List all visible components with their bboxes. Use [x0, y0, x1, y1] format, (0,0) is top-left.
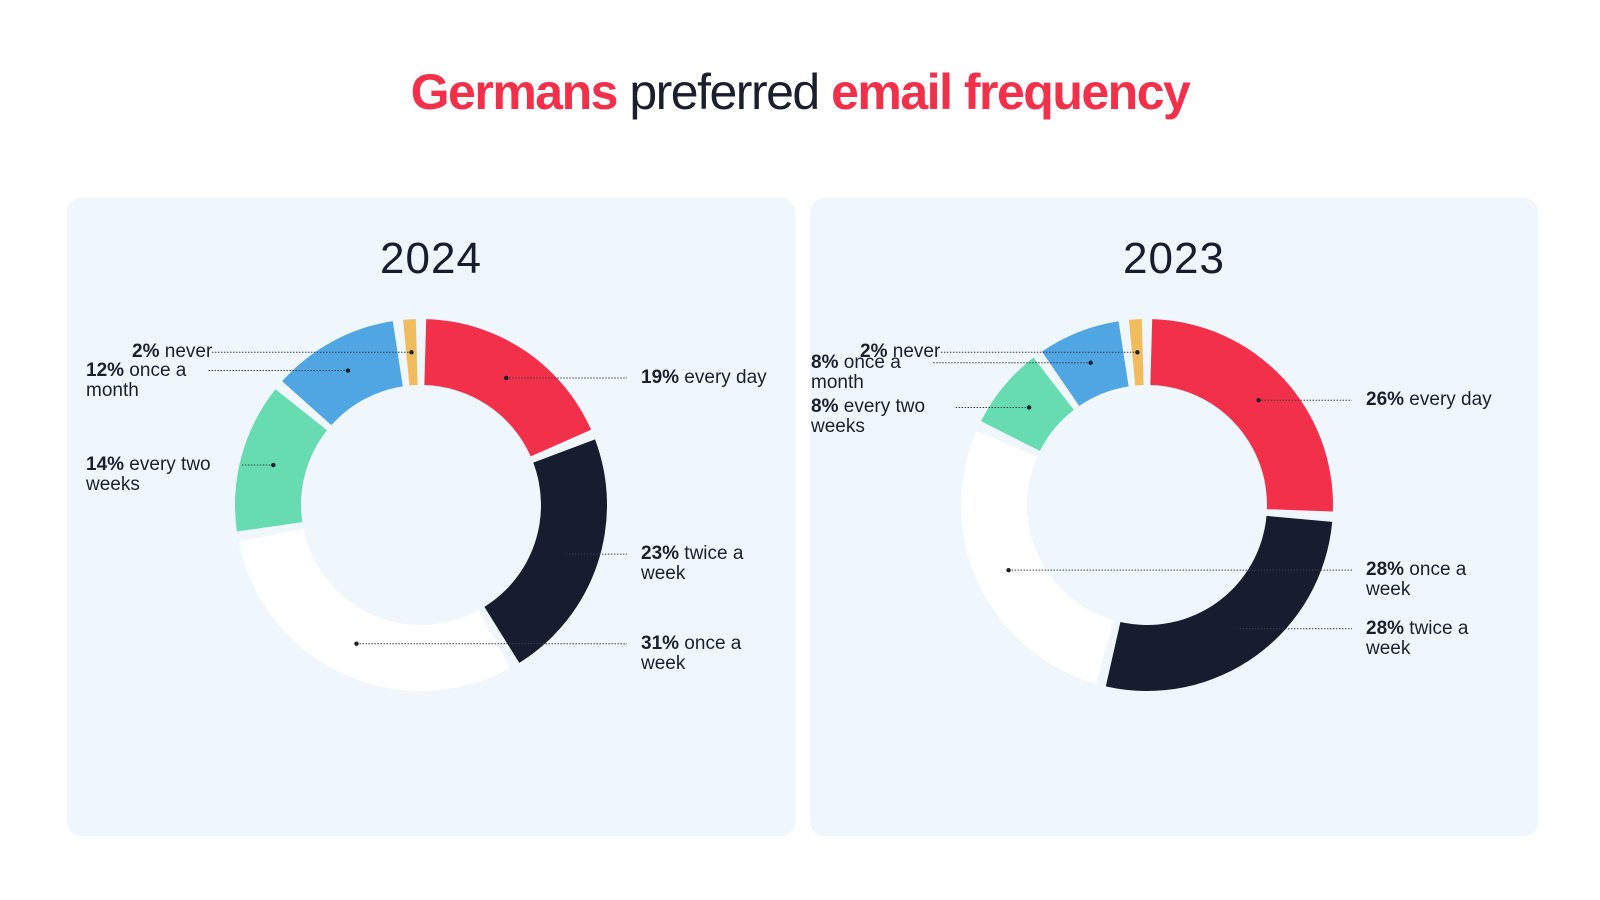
donut-slice-once-a-month [1041, 321, 1129, 406]
data-label-value: 8% [811, 351, 839, 373]
data-label-every-two-weeks: 8% every two weeks [811, 397, 951, 437]
data-label-every-day: 26% every day [1366, 390, 1506, 410]
donut-chart-2023 [933, 319, 1352, 691]
data-label-value: 12% [86, 359, 125, 381]
panel-2023: 2023 26% every day 28% twice a week 28% on… [810, 198, 1538, 836]
donut-chart-2024 [208, 319, 627, 691]
leader-dot-twice-a-week [563, 551, 569, 557]
data-label-never: 2% never [132, 342, 272, 362]
data-label-text: every day [679, 366, 767, 388]
data-label-twice-a-week: 28% twice a week [1366, 617, 1506, 659]
leader-dot-every-day [1256, 398, 1261, 403]
leader-dot-once-a-week [1006, 567, 1011, 573]
donut-slice-every-day [1150, 319, 1333, 512]
data-label-once-a-month: 12% once a month [86, 359, 226, 401]
data-label-text: twice a week [1366, 617, 1469, 659]
data-label-text: twice a week [641, 543, 744, 585]
chart-title: Germans preferred email frequency [0, 62, 1600, 122]
leader-dot-once-a-month [1088, 360, 1093, 365]
leader-dot-never [1135, 350, 1140, 355]
data-label-value: 14% [86, 454, 125, 476]
data-label-value: 31% [641, 632, 680, 654]
data-label-value: 26% [1366, 389, 1405, 411]
donut-slice-every-day [424, 319, 592, 457]
year-title-2023: 2023 [1123, 234, 1225, 283]
donut-slice-twice-a-week [484, 439, 607, 663]
data-label-text: every day [1404, 389, 1492, 411]
data-label-once-a-month: 8% once a month [811, 351, 951, 393]
data-label-value: 2% [860, 341, 888, 363]
data-label-text: every two weeks [811, 396, 926, 438]
data-label-text: never [159, 341, 213, 363]
data-label-never: 2% never [860, 342, 1000, 362]
data-label-text: every two weeks [86, 454, 211, 496]
data-label-value: 23% [641, 543, 680, 565]
data-label-value: 28% [1366, 617, 1405, 639]
donut-slice-twice-a-week [1105, 515, 1333, 691]
data-label-value: 2% [132, 341, 160, 363]
leader-dot-every-two-weeks [271, 462, 276, 468]
data-label-every-day: 19% every day [641, 366, 781, 388]
data-label-text: once a week [1366, 559, 1467, 601]
leader-dot-once-a-month [345, 368, 351, 373]
leader-dot-never [409, 350, 414, 355]
leader-dot-every-day [504, 375, 509, 381]
data-label-text: once a month [86, 359, 187, 401]
data-label-every-two-weeks: 14% every two weeks [86, 455, 226, 495]
data-label-text: once a week [641, 632, 742, 674]
donut-slice-once-a-month [282, 321, 403, 426]
data-label-text: once a month [811, 351, 901, 393]
data-label-value: 28% [1366, 559, 1405, 581]
title-part-germans: Germans [410, 64, 619, 120]
title-part-email-frequency: email frequency [831, 64, 1191, 120]
title-part-preferred: preferred [616, 64, 832, 120]
donut-slice-once-a-week [961, 430, 1114, 684]
leader-dot-every-two-weeks [1026, 405, 1032, 410]
leader-dot-once-a-week [354, 641, 359, 646]
year-title-2024: 2024 [380, 234, 482, 283]
donut-slice-once-a-week [238, 528, 511, 691]
donut-slice-every-two-weeks [980, 357, 1074, 451]
data-label-text: never [887, 341, 941, 363]
data-label-value: 19% [641, 366, 680, 388]
panel-2024: 2024 19% every day 23% twice a week 31% on… [67, 198, 795, 836]
data-label-once-a-week: 28% once a week [1366, 560, 1506, 600]
donut-slice-every-two-weeks [235, 389, 328, 532]
data-label-twice-a-week: 23% twice a week [641, 544, 781, 584]
data-label-value: 8% [811, 396, 839, 418]
data-label-once-a-week: 31% once a week [641, 632, 781, 674]
leader-dot-twice-a-week [1234, 626, 1240, 631]
